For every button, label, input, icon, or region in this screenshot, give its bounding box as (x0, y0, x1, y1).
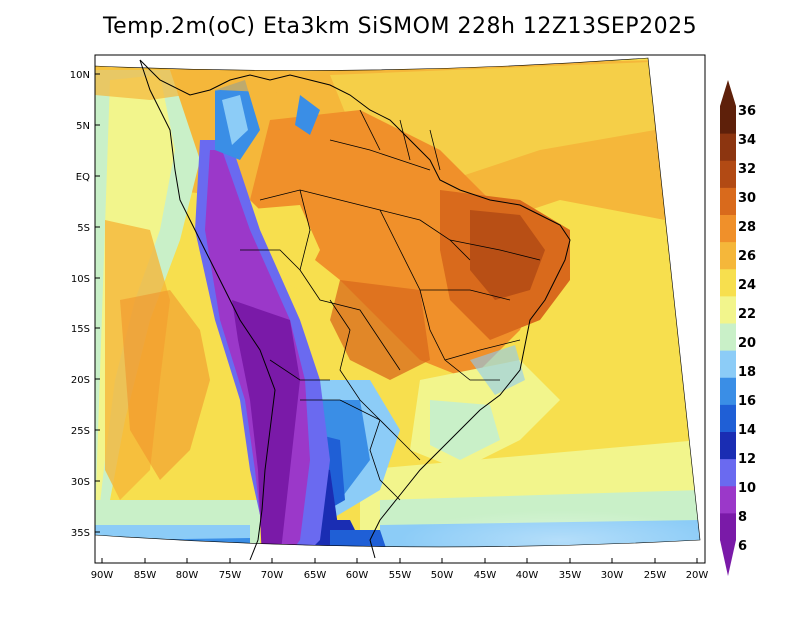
lon-label: 35W (559, 570, 582, 581)
colorbar-label: 10 (738, 481, 756, 496)
lon-label: 55W (389, 570, 412, 581)
lon-label: 25W (644, 570, 667, 581)
lat-label: 5S (77, 223, 90, 234)
lat-label: 5N (76, 121, 90, 132)
colorbar-band (720, 241, 736, 270)
temperature-field (95, 58, 700, 547)
colorbar-band (720, 431, 736, 460)
colorbar-label: 6 (738, 539, 747, 554)
longitude-axis: 90W 85W 80W 75W 70W 65W 60W 55W 50W 45W … (91, 558, 709, 581)
colorbar-band (720, 133, 736, 161)
colorbar-band (720, 295, 736, 324)
colorbar-label: 16 (738, 394, 756, 409)
colorbar-band (720, 106, 736, 134)
colorbar-band (720, 187, 736, 215)
lon-label: 90W (91, 570, 114, 581)
latitude-axis: 10N 5N EQ 5S 10S 15S 20S 25S 30S 35S (70, 70, 100, 539)
lon-label: 75W (219, 570, 242, 581)
colorbar-label: 12 (738, 452, 756, 467)
colorbar-band (720, 404, 736, 432)
colorbar-band (720, 350, 736, 378)
colorbar: 6 8 10 12 14 16 18 20 22 24 26 28 30 32 … (720, 80, 756, 576)
lat-label: 15S (71, 324, 90, 335)
lon-label: 85W (134, 570, 157, 581)
colorbar-band (720, 160, 736, 188)
colorbar-label: 26 (738, 249, 756, 264)
colorbar-band (720, 214, 736, 243)
lon-label: 20W (686, 570, 709, 581)
colorbar-label: 20 (738, 336, 756, 351)
colorbar-label: 30 (738, 191, 756, 206)
colorbar-band (720, 458, 736, 487)
colorbar-label: 8 (738, 510, 747, 525)
lon-label: 50W (431, 570, 454, 581)
lat-label: 30S (71, 477, 90, 488)
colorbar-label: 32 (738, 162, 756, 177)
colorbar-label: 22 (738, 307, 756, 322)
lon-label: 30W (601, 570, 624, 581)
lat-label: 10S (71, 274, 90, 285)
colorbar-max-arrow (720, 80, 736, 106)
lat-label: 35S (71, 528, 90, 539)
colorbar-label: 24 (738, 278, 756, 293)
colorbar-label: 28 (738, 220, 756, 235)
lon-label: 60W (346, 570, 369, 581)
colorbar-min-arrow (720, 540, 736, 576)
lat-label: 10N (70, 70, 90, 81)
map-title: Temp.2m(oC) Eta3km SiSMOM 228h 12Z13SEP2… (102, 14, 698, 39)
lat-label: EQ (76, 172, 90, 183)
colorbar-band (720, 512, 736, 541)
colorbar-band (720, 268, 736, 297)
lon-label: 80W (176, 570, 199, 581)
country-borders (240, 109, 541, 501)
lon-label: 40W (516, 570, 539, 581)
colorbar-band (720, 377, 736, 405)
lat-label: 25S (71, 426, 90, 437)
colorbar-label: 14 (738, 423, 756, 438)
colorbar-band (720, 485, 736, 514)
lon-label: 65W (304, 570, 327, 581)
colorbar-label: 36 (738, 104, 756, 119)
lon-label: 45W (474, 570, 497, 581)
colorbar-label: 34 (738, 133, 756, 148)
coastline (139, 59, 571, 561)
lat-label: 20S (71, 375, 90, 386)
lon-label: 70W (261, 570, 284, 581)
colorbar-label: 18 (738, 365, 756, 380)
colorbar-band (720, 323, 736, 351)
map-domain-outline (94, 57, 701, 548)
